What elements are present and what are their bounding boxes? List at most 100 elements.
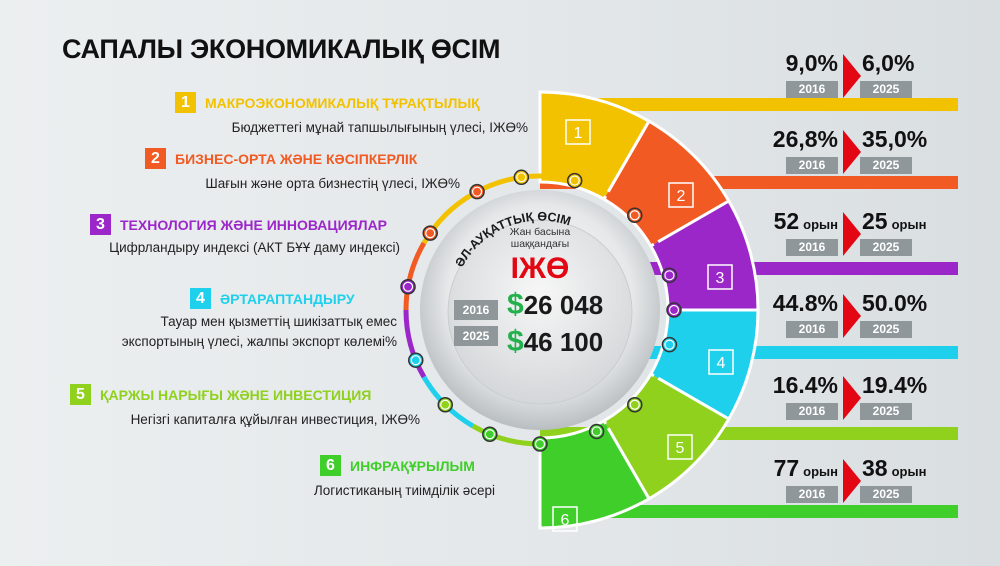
- segment-number-3: 3: [716, 270, 725, 287]
- value-2025-3: 25 орын: [862, 208, 927, 234]
- indicator-number-badge: 4: [190, 288, 211, 309]
- indicator-description-1: Бюджеттегі мұнай тапшылығының үлесі, ІЖӨ…: [231, 120, 528, 135]
- ring-arc-left-1: [403, 241, 427, 311]
- ring-dot-highlight: [569, 175, 580, 186]
- center-year-2016: 2016: [454, 300, 498, 320]
- value-2016-5: 16.4%: [772, 372, 838, 398]
- segment-number-box-3: [707, 264, 733, 290]
- indicator-bar-1: [540, 98, 958, 111]
- value-2025-6: 38 орын: [862, 455, 927, 481]
- change-arrow-icon: [843, 130, 861, 174]
- indicator-number-badge: 3: [90, 214, 111, 235]
- indicator-heading-3: 3 ТЕХНОЛОГИЯ ЖӘНЕ ИННОВАЦИЯЛАР: [90, 214, 387, 235]
- segment-number-box-4: [708, 349, 734, 375]
- ring-dot-highlight: [664, 339, 675, 350]
- indicator-title: МАКРОЭКОНОМИКАЛЫҚ ТҰРАҚТЫЛЫҚ: [205, 94, 480, 111]
- indicator-heading-6: 6 ИНФРАҚҰРЫЛЫМ: [320, 455, 475, 476]
- dollar-sign: $: [507, 325, 524, 358]
- segment-number-box-5: [667, 434, 693, 460]
- segment-number-box-6: [552, 506, 578, 532]
- indicator-heading-4: 4 ӘРТАРАПТАНДЫРУ: [190, 288, 355, 309]
- page-title: САПАЛЫ ЭКОНОМИКАЛЫҚ ӨСІМ: [62, 34, 501, 64]
- indicator-title: ИНФРАҚҰРЫЛЫМ: [350, 457, 475, 474]
- segment-number-box-2: [668, 182, 694, 208]
- center-disc-inner: [447, 219, 633, 405]
- indicator-description-5: Негізгі капиталға құйылған инвестиция, І…: [130, 412, 420, 427]
- indicator-description-line: Тауар мен қызметтің шикізаттық емес: [160, 314, 397, 329]
- segment-number-2: 2: [677, 188, 686, 205]
- year-badge-2025: 2025: [860, 157, 912, 174]
- segment-number-1: 1: [574, 125, 583, 142]
- year-badge-2016: 2016: [786, 157, 838, 174]
- year-badge-2016: 2016: [786, 321, 838, 338]
- indicator-description-line: экспортының үлесі, жалпы экспорт көлемі%: [121, 334, 397, 349]
- value-2016-4: 44.8%: [772, 290, 838, 316]
- year-badge-2016: 2016: [786, 81, 838, 98]
- indicator-description-4: Тауар мен қызметтің шикізаттық емес экспо…: [122, 312, 397, 352]
- year-badge-2016: 2016: [786, 486, 838, 503]
- year-badge-2025: 2025: [860, 321, 912, 338]
- value-unit: орын: [803, 464, 838, 479]
- indicator-title: ТЕХНОЛОГИЯ ЖӘНЕ ИННОВАЦИЯЛАР: [120, 216, 388, 233]
- change-arrow-icon: [843, 376, 861, 420]
- change-arrow-icon: [843, 54, 861, 98]
- year-badge-2025: 2025: [860, 486, 912, 503]
- segment-number-box-1: [565, 119, 591, 145]
- indicator-bar-6: [540, 505, 958, 518]
- year-badge-2025: 2025: [860, 239, 912, 256]
- ring-dot-highlight: [516, 172, 527, 183]
- value-unit: орын: [891, 217, 927, 232]
- value-2016-3: 52 орын: [773, 208, 838, 234]
- year-badge-2016: 2016: [786, 403, 838, 420]
- segment-6: [538, 418, 652, 530]
- center-year-2025: 2025: [454, 326, 498, 346]
- center-value-2025-number: 46 100: [523, 327, 604, 357]
- ring-dot-highlight: [484, 429, 495, 440]
- ring-dot-highlight: [668, 304, 680, 316]
- ring-dot-highlight: [591, 426, 602, 437]
- dollar-sign: $: [507, 288, 524, 321]
- value-unit: орын: [803, 217, 838, 232]
- center-metric: ІЖӨ: [510, 252, 570, 285]
- year-badge-2025: 2025: [860, 403, 912, 420]
- indicator-number-badge: 1: [175, 92, 196, 113]
- center-value-2016-number: 26 048: [523, 290, 604, 320]
- ring-dot-highlight: [402, 281, 414, 292]
- indicator-number-badge: 2: [145, 148, 166, 169]
- value-2025-5: 19.4%: [862, 372, 928, 398]
- indicator-title: ҚАРЖЫ НАРЫҒЫ ЖӘНЕ ИНВЕСТИЦИЯ: [100, 386, 372, 403]
- ring-dot-highlight: [629, 399, 640, 410]
- indicator-title: БИЗНЕС-ОРТА ЖӘНЕ КӘСІПКЕРЛІК: [175, 150, 418, 167]
- indicator-heading-5: 5 ҚАРЖЫ НАРЫҒЫ ЖӘНЕ ИНВЕСТИЦИЯ: [70, 384, 371, 405]
- ring-dot-highlight: [664, 270, 675, 281]
- value-2016-2: 26,8%: [772, 126, 838, 152]
- segment-number-4: 4: [717, 355, 726, 372]
- indicator-heading-2: 2 БИЗНЕС-ОРТА ЖӘНЕ КӘСІПКЕРЛІК: [145, 148, 417, 169]
- change-arrow-icon: [843, 459, 861, 503]
- ring-dot-highlight: [410, 355, 421, 366]
- indicator-title: ӘРТАРАПТАНДЫРУ: [220, 290, 355, 307]
- ring-dot-highlight: [471, 186, 483, 197]
- ring-dot-highlight: [440, 399, 451, 410]
- ring-dot-highlight: [629, 210, 640, 221]
- value-2016-6: 77 орын: [773, 455, 838, 481]
- center-subtitle-line1: Жан басына: [509, 226, 571, 238]
- change-arrow-icon: [843, 212, 861, 256]
- ring-arc-left-4: [403, 309, 427, 379]
- value-2025-4: 50.0%: [862, 290, 928, 316]
- center-subtitle-line2: шаққандағы: [510, 238, 570, 250]
- indicator-description-6: Логистиканың тиімділік әсері: [313, 483, 495, 498]
- value-2025-1: 6,0%: [862, 50, 915, 76]
- value-unit: орын: [891, 464, 927, 479]
- indicator-number-badge: 6: [320, 455, 341, 476]
- indicator-heading-1: 1 МАКРОЭКОНОМИКАЛЫҚ ТҰРАҚТЫЛЫҚ: [175, 92, 480, 113]
- center-value-2025: $46 100: [507, 325, 603, 359]
- center-value-2016: $26 048: [507, 288, 603, 322]
- indicator-number-badge: 5: [70, 384, 91, 405]
- value-2016-1: 9,0%: [785, 50, 838, 76]
- ring-dot-highlight: [534, 438, 546, 450]
- center-subtitle: Жан басына шаққандағы: [500, 226, 580, 250]
- segment-number-5: 5: [676, 440, 685, 457]
